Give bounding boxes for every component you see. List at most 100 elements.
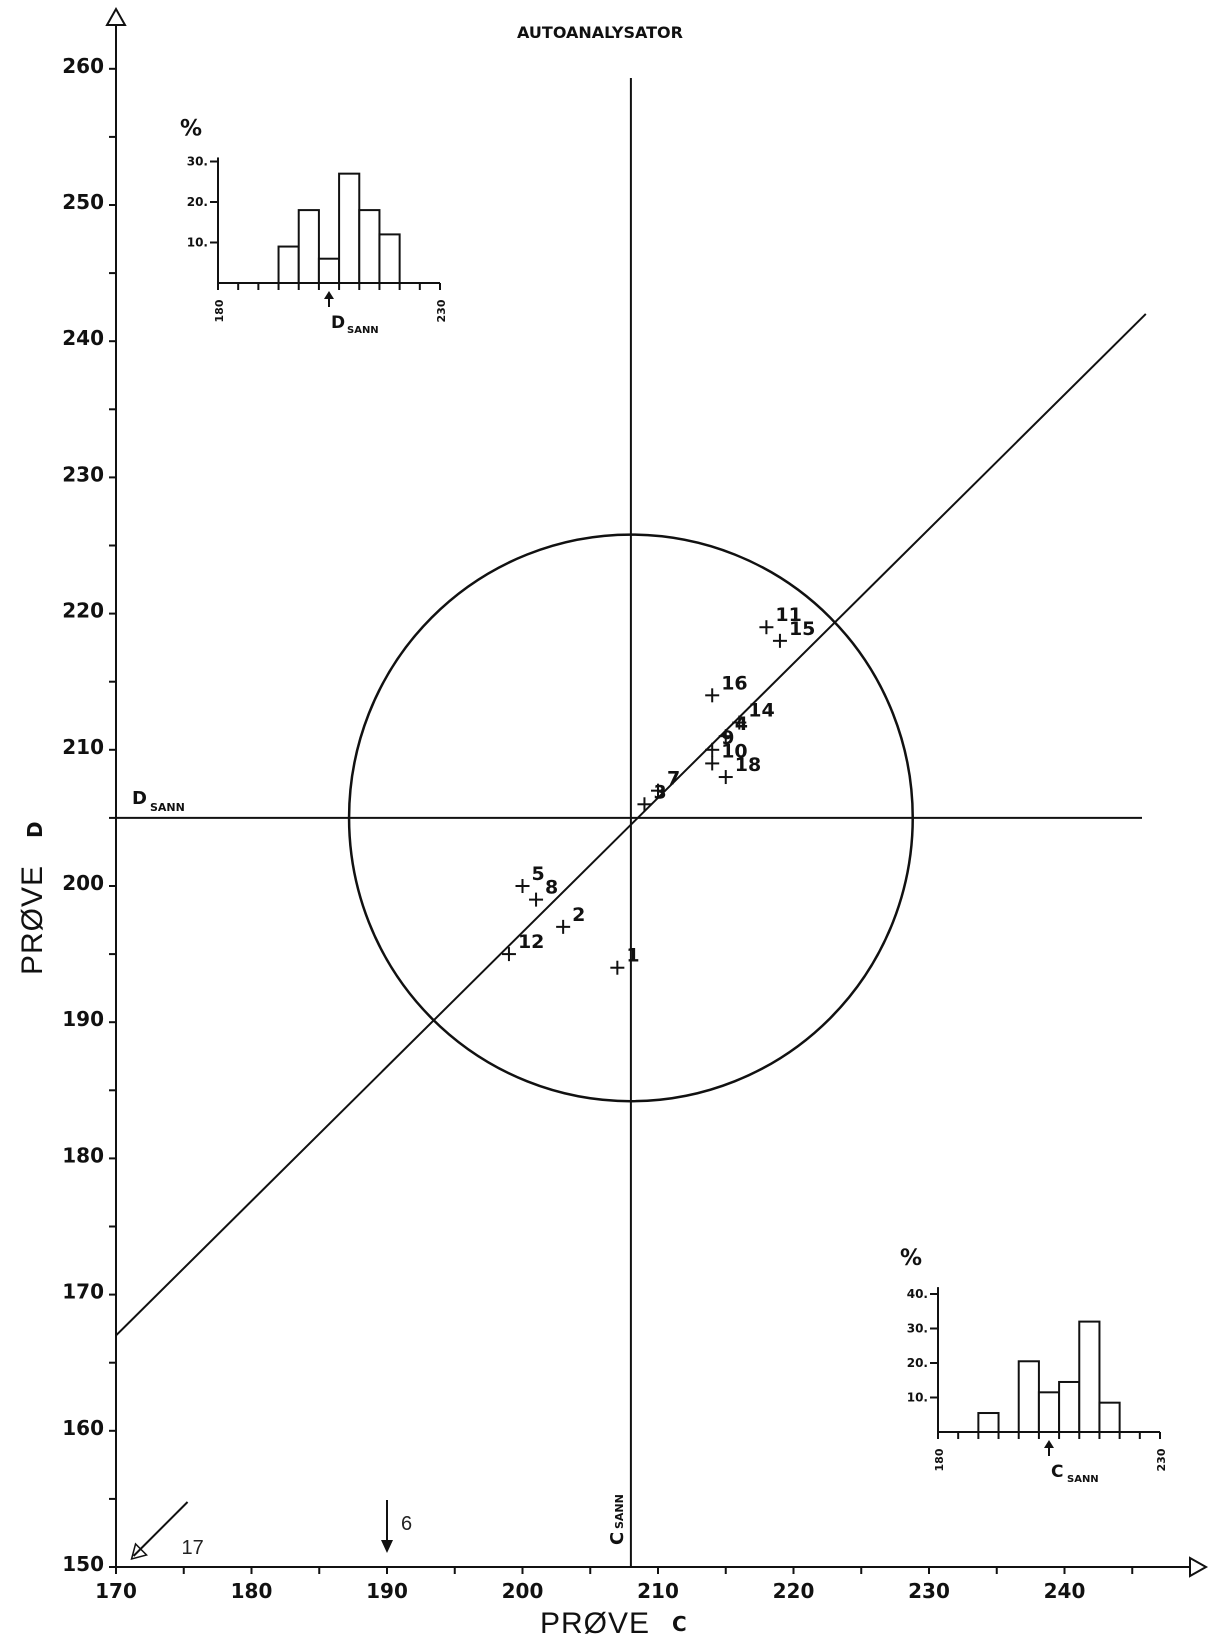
x-axis-arrow-icon [1189, 1556, 1209, 1578]
data-point: 8 [529, 877, 558, 907]
inset-marker-label: C [1051, 1462, 1063, 1482]
inset-x-tick-label-group: 180 [933, 1448, 946, 1471]
arrow-up-icon [1044, 1440, 1054, 1448]
c-true-sublabel: SANN [613, 1494, 626, 1529]
histogram-bar [1098, 1401, 1121, 1434]
x-tick-label: 180 [231, 1579, 273, 1603]
histogram-bar [977, 1412, 1000, 1434]
y-tick-label: 250 [62, 190, 104, 214]
d-true-sublabel: SANN [150, 801, 185, 814]
data-point-label: 16 [721, 672, 747, 694]
y-tick-label: 260 [62, 54, 104, 78]
data-point: 9 [705, 727, 734, 757]
data-point-label: 14 [748, 700, 774, 722]
data-point: 15 [772, 618, 815, 648]
inset-x-tick-label: 180 [213, 299, 226, 322]
y-axis-arrow-icon [105, 6, 127, 26]
histogram-bar [338, 172, 361, 284]
data-point-label: 3 [653, 781, 666, 803]
x-axis-title: PRØVE [540, 1607, 650, 1640]
histogram-bar [317, 257, 341, 285]
histogram-bar [1058, 1380, 1081, 1433]
x-tick-label: 230 [908, 1579, 950, 1603]
data-point-label: 2 [572, 904, 585, 926]
histogram-bar [1037, 1391, 1061, 1433]
histogram-bar [277, 245, 300, 285]
x-tick-label: 210 [637, 1579, 679, 1603]
inset-x-tick-label: 230 [435, 299, 448, 322]
inset-y-tick-label: 10. [907, 1391, 928, 1405]
histogram-inset-inset_c: % 10. 20. 30. 40. 180 230 C SANN [900, 1246, 1168, 1485]
data-point: 7 [651, 768, 680, 798]
data-point-label: 11 [775, 604, 801, 626]
inset-y-tick-label: 20. [187, 195, 208, 209]
offscale-indicator: 6 [381, 1500, 412, 1553]
diagonal-line [115, 313, 1147, 1337]
inset-marker-label: D [331, 313, 345, 333]
histogram-bar [358, 209, 381, 285]
data-point: 14 [732, 700, 775, 730]
inset-y-label: % [900, 1246, 922, 1271]
d-true-label: D [132, 788, 147, 809]
y-tick-label: 190 [62, 1007, 104, 1031]
x-tick-label: 200 [502, 1579, 544, 1603]
data-point: 12 [501, 931, 544, 962]
x-tick-label: 240 [1044, 1579, 1086, 1603]
data-point-label: 8 [545, 877, 558, 899]
histogram-bar [1078, 1320, 1101, 1433]
y-tick-label: 220 [62, 599, 104, 623]
data-point: 11 [759, 604, 802, 635]
y-tick-label: 150 [62, 1552, 104, 1576]
inset-x-tick-label: 180 [933, 1448, 946, 1471]
x-tick-label: 170 [95, 1579, 137, 1603]
histogram-inset-inset_d: % 10. 20. 30. 180 230 D SANN [180, 116, 448, 336]
data-point-label: 7 [667, 768, 680, 790]
data-point-label: 5 [532, 863, 545, 885]
inset-y-tick-label: 20. [907, 1356, 928, 1370]
inset-x-tick-label: 230 [1155, 1448, 1168, 1471]
data-point: 3 [637, 781, 667, 812]
y-tick-label: 230 [62, 462, 104, 486]
x-tick-label: 220 [773, 1579, 815, 1603]
data-point-label: 4 [735, 713, 748, 735]
y-tick-label: 170 [62, 1280, 104, 1304]
histogram-bar [1017, 1360, 1040, 1434]
axes: 150 160 170 180 190 200 210 220 230 240 250 260 170 1… [62, 6, 1209, 1603]
data-point: 5 [515, 863, 545, 893]
y-tick-label: 160 [62, 1416, 104, 1440]
data-point: 18 [718, 754, 761, 785]
inset-y-label: % [180, 116, 202, 141]
data-point-label: 1 [626, 945, 639, 967]
inset-y-tick-label: 40. [907, 1287, 928, 1301]
data-point: 16 [705, 672, 748, 703]
x-axis-title-suffix: C [672, 1612, 687, 1636]
histogram-bar [297, 209, 320, 285]
c-true-label-group: C SANN [607, 1494, 628, 1545]
x-tick-label: 190 [366, 1579, 408, 1603]
data-point: 2 [556, 904, 585, 934]
y-tick-label: 210 [62, 735, 104, 759]
arrow-down-left-icon [130, 1542, 149, 1561]
y-axis-title-suffix: D [23, 821, 47, 838]
acceptance-circle [347, 533, 914, 1103]
inset-x-tick-label-group: 180 [213, 299, 226, 322]
inset-x-tick-label-group: 230 [435, 299, 448, 322]
arrow-down-icon [381, 1540, 393, 1553]
offscale-label: 17 [182, 1537, 204, 1559]
data-point-label: 9 [721, 727, 734, 749]
y-axis-title: PRØVE [16, 865, 49, 975]
y-tick-label: 180 [62, 1143, 104, 1167]
chart-subtitle: AUTOANALYSATOR [517, 23, 683, 42]
data-point-label: 12 [518, 931, 544, 953]
y-tick-label: 200 [62, 871, 104, 895]
offscale-label: 6 [401, 1513, 412, 1535]
offscale-arrow-shaft [132, 1501, 189, 1557]
data-point: 1 [610, 945, 640, 975]
y-axis-title-group: PRØVE D [16, 821, 49, 975]
histogram-bar [378, 233, 401, 284]
inset-marker-sublabel: SANN [1067, 1474, 1099, 1485]
data-point-label: 15 [789, 618, 815, 640]
